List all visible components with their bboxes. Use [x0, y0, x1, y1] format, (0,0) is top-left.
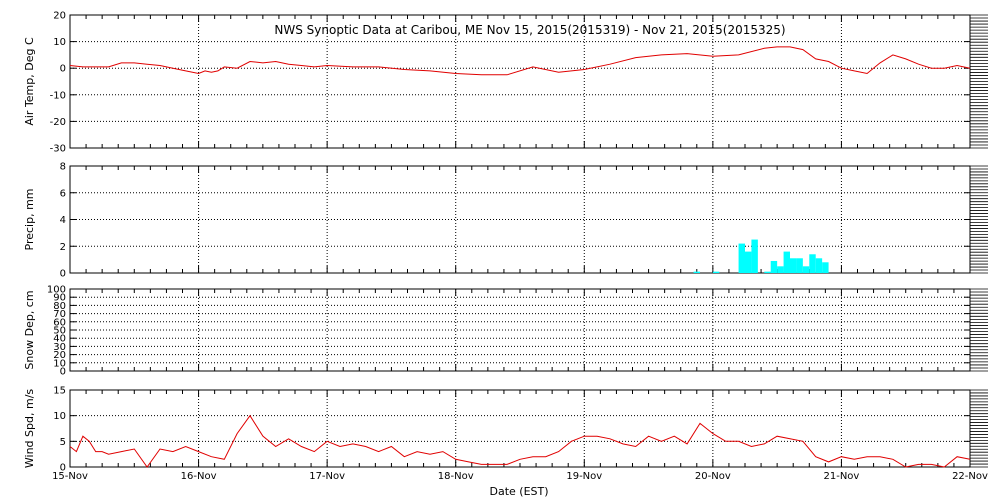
y-tick-label: 0 — [60, 269, 66, 280]
precip-bar — [712, 271, 720, 273]
precip-bar — [751, 239, 758, 273]
y-tick-label: 20 — [53, 11, 66, 22]
y-axis-label: Wind Spd, m/s — [23, 389, 36, 469]
y-tick-label: 15 — [53, 386, 66, 397]
x-axis-label: Date (EST) — [489, 485, 548, 498]
x-tick-label: 19-Nov — [566, 471, 602, 482]
series-line — [69, 46, 971, 76]
precip-bar — [783, 251, 790, 273]
y-tick-label: 6 — [60, 188, 66, 199]
x-tick-label: 16-Nov — [181, 471, 217, 482]
y-tick-label: 50 — [53, 326, 66, 337]
y-tick-label: 8 — [60, 162, 66, 173]
panel-0: -30 -20 -10 0 10 20 Air Temp, Deg C — [23, 11, 988, 155]
panel-1: 0 2 4 6 8 Precip, mm — [23, 162, 988, 280]
precip-bar — [745, 251, 752, 273]
x-tick-label: 22-Nov — [952, 471, 988, 482]
y-tick-label: 100 — [47, 285, 66, 296]
panel-frame — [69, 288, 971, 372]
precip-bar — [777, 266, 784, 273]
y-tick-label: 4 — [60, 215, 66, 226]
x-tick-label: 21-Nov — [823, 471, 859, 482]
y-tick-label: 30 — [53, 342, 66, 353]
chart-title: NWS Synoptic Data at Caribou, ME Nov 15,… — [274, 23, 785, 37]
panel-frame — [69, 14, 971, 149]
y-tick-label: 0 — [60, 463, 66, 474]
precip-bar — [770, 260, 778, 273]
precip-bar — [764, 271, 771, 273]
y-tick-label: 70 — [53, 309, 66, 320]
y-tick-label: -20 — [50, 117, 66, 128]
series-line — [69, 414, 971, 468]
panel-3: 0 5 10 15 Wind Spd, m/s 15-Nov 16-Nov 17-Nov 18-… — [23, 386, 988, 483]
y-tick-label: 20 — [53, 350, 66, 361]
y-tick-label: 90 — [53, 293, 66, 304]
precip-bar — [790, 258, 797, 273]
y-tick-label: 10 — [53, 358, 66, 369]
precip-bar — [693, 271, 700, 273]
panel-frame — [69, 389, 971, 468]
x-tick-label: 18-Nov — [438, 471, 474, 482]
precip-bar — [796, 258, 803, 273]
y-tick-label: 5 — [60, 437, 66, 448]
y-tick-label: 40 — [53, 334, 66, 345]
precip-bar — [815, 258, 823, 273]
y-tick-label: -30 — [50, 144, 66, 155]
y-axis-label: Air Temp, Deg C — [23, 37, 36, 126]
x-tick-label: 20-Nov — [695, 471, 731, 482]
y-tick-label: 0 — [60, 64, 66, 75]
precip-bar — [822, 262, 829, 273]
y-axis-label: Snow Dep, cm — [23, 290, 36, 369]
precip-bar — [738, 243, 745, 273]
x-tick-label: 17-Nov — [309, 471, 345, 482]
panel-frame — [69, 165, 971, 274]
x-tick-label: 15-Nov — [52, 471, 88, 482]
precip-bar — [802, 266, 810, 273]
y-tick-label: 0 — [60, 367, 66, 378]
y-axis-label: Precip, mm — [23, 189, 36, 251]
y-tick-label: 60 — [53, 317, 66, 328]
y-tick-label: 10 — [53, 37, 66, 48]
y-tick-label: -10 — [50, 90, 66, 101]
y-tick-label: 80 — [53, 301, 66, 312]
precip-bar — [809, 254, 816, 273]
y-tick-label: 10 — [53, 411, 66, 422]
y-tick-label: 2 — [60, 242, 66, 253]
